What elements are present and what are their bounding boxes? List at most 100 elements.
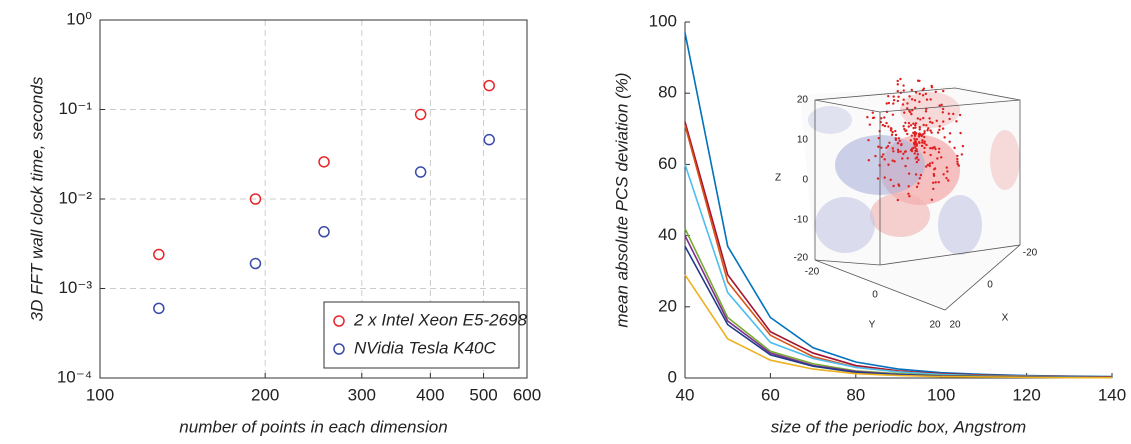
dot bbox=[921, 94, 925, 97]
dot bbox=[952, 112, 955, 116]
dot bbox=[891, 113, 895, 116]
legend-marker bbox=[333, 343, 345, 355]
dot bbox=[910, 98, 914, 101]
dot bbox=[867, 138, 870, 142]
x-axis-label: size of the periodic box, Angstrom bbox=[771, 417, 1026, 436]
lobe bbox=[808, 106, 852, 134]
x-label: X bbox=[1002, 313, 1009, 324]
dot bbox=[896, 198, 900, 202]
dot bbox=[891, 159, 894, 162]
dot bbox=[882, 153, 885, 156]
dot bbox=[928, 164, 931, 168]
dot bbox=[948, 117, 951, 121]
dot bbox=[918, 133, 921, 137]
dot bbox=[912, 122, 915, 125]
y-tick-label: 10⁻² bbox=[58, 188, 92, 207]
dot bbox=[909, 148, 913, 152]
dot bbox=[913, 106, 917, 109]
dot bbox=[889, 178, 892, 182]
legend-label: 2 x Intel Xeon E5-2698 bbox=[353, 310, 528, 329]
dot bbox=[942, 173, 945, 176]
x-tick-label: 40 bbox=[676, 385, 695, 404]
dot bbox=[920, 144, 924, 148]
dot bbox=[892, 99, 896, 102]
dot bbox=[931, 121, 934, 125]
dot bbox=[941, 111, 945, 114]
lobe bbox=[990, 130, 1020, 190]
dot bbox=[917, 158, 920, 162]
point bbox=[153, 302, 165, 315]
dot bbox=[942, 120, 945, 123]
point bbox=[153, 248, 165, 261]
dot bbox=[918, 177, 921, 180]
legend-marker bbox=[333, 315, 345, 327]
x-tick-label: 500 bbox=[469, 385, 497, 404]
dot bbox=[906, 102, 909, 105]
dot bbox=[885, 146, 888, 149]
dot bbox=[913, 137, 916, 140]
dot bbox=[913, 132, 916, 135]
dot bbox=[914, 91, 918, 94]
dot bbox=[888, 141, 891, 145]
dot bbox=[931, 161, 934, 164]
dot bbox=[938, 147, 941, 151]
dot bbox=[896, 89, 899, 93]
dot bbox=[915, 160, 919, 164]
dot bbox=[896, 83, 899, 86]
dot bbox=[934, 181, 937, 184]
dot bbox=[948, 132, 952, 135]
dot bbox=[958, 113, 962, 117]
dot bbox=[913, 152, 916, 155]
dot bbox=[928, 117, 931, 120]
y-tick: -20 bbox=[805, 267, 820, 278]
dot bbox=[932, 187, 935, 191]
dot bbox=[901, 103, 905, 106]
dot bbox=[929, 153, 932, 157]
z-tick: 20 bbox=[797, 95, 809, 106]
point bbox=[318, 226, 330, 238]
dot bbox=[896, 142, 900, 145]
dot bbox=[880, 146, 883, 149]
dot bbox=[923, 151, 926, 154]
dot bbox=[918, 100, 921, 104]
dot bbox=[886, 145, 890, 148]
dot bbox=[891, 147, 895, 150]
dot bbox=[877, 145, 880, 148]
point bbox=[249, 193, 262, 205]
point bbox=[318, 156, 330, 168]
dot bbox=[912, 146, 915, 150]
lobe bbox=[815, 197, 875, 253]
dot bbox=[921, 141, 924, 144]
dot bbox=[874, 154, 877, 158]
dot bbox=[933, 167, 937, 170]
dot bbox=[903, 150, 907, 153]
dot bbox=[940, 103, 943, 107]
dot bbox=[896, 79, 899, 83]
dot bbox=[866, 115, 869, 119]
dot bbox=[929, 146, 932, 150]
y-axis-label: 3D FFT wall clock time, seconds bbox=[27, 76, 46, 321]
dot bbox=[902, 152, 905, 156]
dot bbox=[883, 158, 886, 161]
dot bbox=[907, 125, 910, 128]
y-tick-label: 10⁻¹ bbox=[58, 99, 92, 118]
dot bbox=[907, 172, 911, 175]
inset-box bbox=[814, 87, 1021, 311]
dot bbox=[934, 147, 937, 151]
point bbox=[483, 79, 495, 92]
y-tick-label: 20 bbox=[658, 296, 677, 315]
x-tick: 0 bbox=[987, 280, 993, 291]
lobe bbox=[938, 195, 982, 255]
y-tick-label: 40 bbox=[658, 225, 677, 244]
dot bbox=[897, 95, 900, 98]
dot bbox=[892, 150, 895, 153]
dot bbox=[907, 192, 910, 195]
dot bbox=[916, 153, 920, 156]
dot bbox=[931, 146, 935, 150]
dot bbox=[883, 124, 887, 128]
point bbox=[414, 108, 427, 121]
dot bbox=[961, 144, 965, 148]
dot bbox=[947, 112, 951, 115]
dot bbox=[877, 136, 880, 140]
dot bbox=[930, 86, 934, 89]
